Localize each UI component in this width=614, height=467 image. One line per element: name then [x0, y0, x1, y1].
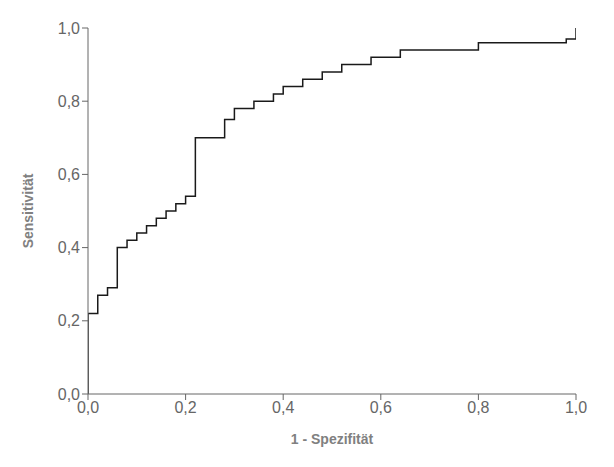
svg-text:0,2: 0,2 [174, 399, 196, 416]
svg-text:0,0: 0,0 [77, 399, 99, 416]
svg-text:0,4: 0,4 [58, 239, 80, 256]
svg-text:0,0: 0,0 [58, 386, 80, 403]
svg-text:0,8: 0,8 [467, 399, 489, 416]
svg-text:Sensitivität: Sensitivität [20, 173, 36, 248]
svg-text:0,8: 0,8 [58, 93, 80, 110]
svg-text:1,0: 1,0 [565, 399, 587, 416]
svg-text:0,6: 0,6 [58, 166, 80, 183]
svg-text:0,4: 0,4 [272, 399, 294, 416]
svg-text:1 - Spezifität: 1 - Spezifität [291, 431, 374, 447]
svg-text:0,2: 0,2 [58, 312, 80, 329]
svg-text:0,6: 0,6 [370, 399, 392, 416]
svg-text:1,0: 1,0 [58, 20, 80, 37]
